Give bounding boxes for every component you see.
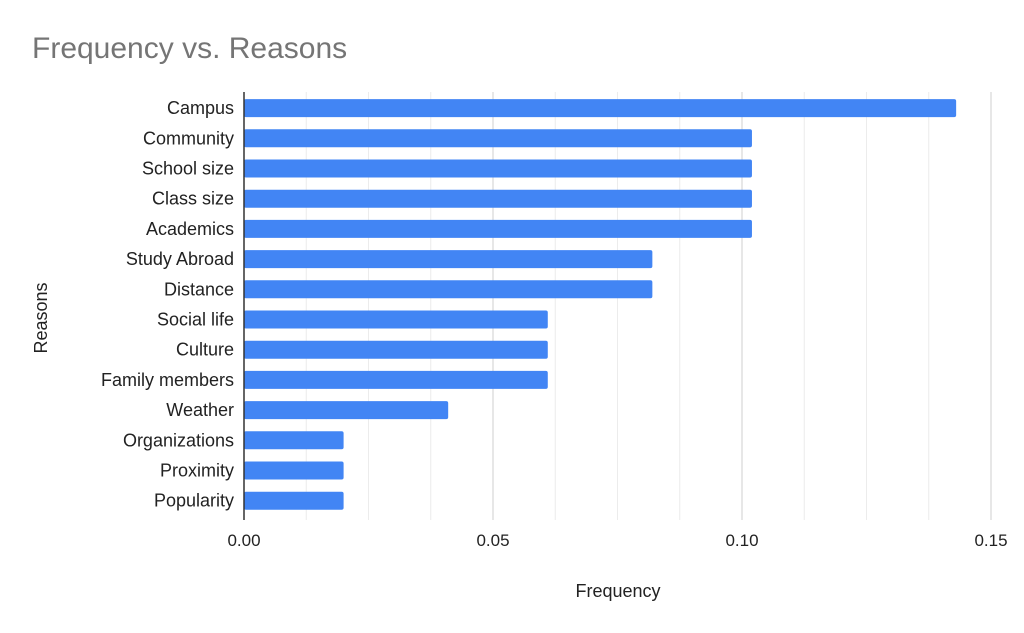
- x-tick-label: 0.05: [476, 531, 509, 550]
- x-tick-label: 0.00: [227, 531, 260, 550]
- x-tick-labels: 0.00 0.05 0.10 0.15: [227, 531, 1007, 550]
- y-axis-title: Reasons: [31, 282, 51, 353]
- bars: [244, 99, 957, 510]
- category-label: Popularity: [154, 491, 234, 511]
- category-label: Family members: [101, 370, 234, 390]
- grid-lines: [305, 92, 992, 520]
- chart-title: Frequency vs. Reasons: [32, 32, 347, 65]
- x-axis-title: Frequency: [575, 581, 660, 601]
- category-labels: Campus Community School size Class size Acad…: [101, 98, 234, 511]
- category-label: School size: [142, 159, 234, 179]
- bar-community: [244, 129, 752, 148]
- bar-distance: [244, 280, 653, 299]
- bar-organizations: [244, 431, 344, 450]
- category-label: Weather: [166, 400, 234, 420]
- bar-social-life: [244, 310, 548, 329]
- bar-class-size: [244, 189, 752, 208]
- x-tick-label: 0.15: [974, 531, 1007, 550]
- bar-culture: [244, 340, 548, 359]
- category-label: Class size: [152, 189, 234, 209]
- bar-popularity: [244, 491, 344, 510]
- bar-campus: [244, 99, 957, 118]
- category-label: Culture: [176, 340, 234, 360]
- category-label: Campus: [167, 98, 234, 118]
- bar-weather: [244, 401, 449, 420]
- category-label: Community: [143, 128, 234, 148]
- category-label: Academics: [146, 219, 234, 239]
- bar-proximity: [244, 461, 344, 480]
- category-label: Social life: [157, 310, 234, 330]
- category-label: Proximity: [160, 461, 234, 481]
- category-label: Distance: [164, 279, 234, 299]
- category-label: Organizations: [123, 430, 234, 450]
- bar-family-members: [244, 370, 548, 389]
- x-tick-label: 0.10: [725, 531, 758, 550]
- bar-school-size: [244, 159, 752, 178]
- bar-study-abroad: [244, 250, 653, 269]
- bar-academics: [244, 219, 752, 238]
- category-label: Study Abroad: [126, 249, 234, 269]
